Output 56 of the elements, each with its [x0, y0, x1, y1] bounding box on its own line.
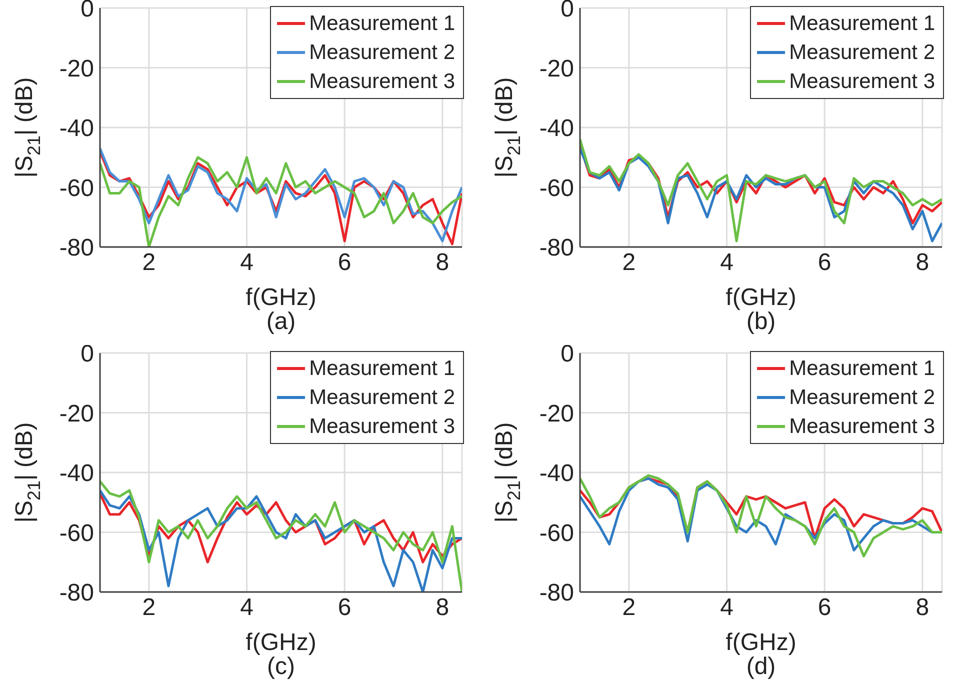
text: (a) — [266, 308, 296, 336]
y-tick-label: 0 — [80, 340, 94, 368]
legend-label: Measurement 2 — [309, 385, 455, 411]
x-tick-label: 4 — [720, 249, 734, 276]
legend-label: Measurement 3 — [789, 414, 935, 440]
y-tick-label: -80 — [59, 580, 94, 607]
x-axis-title: f(GHz) — [726, 284, 796, 311]
y-tick-label: 0 — [80, 0, 94, 23]
text: (d) — [746, 653, 776, 681]
legend-label: Measurement 2 — [789, 40, 935, 66]
y-tick-label: -20 — [539, 400, 574, 428]
legend-label: Measurement 1 — [309, 11, 455, 37]
y-tick-label: -80 — [539, 580, 574, 607]
x-tick-label: 8 — [436, 249, 450, 276]
legend-label: Measurement 1 — [789, 11, 935, 37]
y-tick-label: -20 — [59, 55, 94, 82]
y-tick-label: -80 — [539, 234, 574, 262]
x-axis-title: f(GHz) — [246, 284, 316, 311]
y-tick-label: -80 — [59, 234, 94, 262]
y-tick-label: -20 — [59, 400, 94, 428]
x-tick-label: 2 — [622, 594, 636, 622]
x-tick-label: 4 — [240, 249, 254, 276]
legend-label: Measurement 2 — [309, 40, 455, 66]
legend-label: Measurement 1 — [309, 356, 455, 382]
y-tick-label: 0 — [560, 340, 574, 368]
legend-label: Measurement 3 — [309, 414, 455, 440]
x-tick-label: 6 — [338, 594, 352, 622]
y-tick-label: -60 — [539, 174, 574, 202]
x-tick-label: 4 — [720, 594, 734, 622]
x-axis-title: f(GHz) — [246, 629, 316, 656]
x-tick-label: 2 — [142, 249, 156, 276]
legend-label: Measurement 3 — [789, 69, 935, 95]
y-tick-label: 0 — [560, 0, 574, 23]
y-tick-label: -60 — [59, 174, 94, 202]
y-tick-label: -40 — [539, 115, 574, 142]
legend-label: Measurement 2 — [789, 385, 935, 411]
x-tick-label: 8 — [436, 594, 450, 622]
x-tick-label: 2 — [622, 249, 636, 276]
text: (b) — [746, 308, 776, 336]
y-tick-label: -60 — [539, 520, 574, 547]
y-tick-label: -40 — [59, 460, 94, 488]
y-tick-label: -40 — [59, 115, 94, 142]
x-tick-label: 4 — [240, 594, 254, 622]
y-tick-label: -20 — [539, 55, 574, 82]
x-tick-label: 6 — [338, 249, 352, 276]
x-tick-label: 6 — [818, 594, 832, 622]
x-axis-title: f(GHz) — [726, 629, 796, 656]
x-tick-label: 2 — [142, 594, 156, 622]
y-tick-label: -40 — [539, 460, 574, 488]
x-tick-label: 8 — [916, 249, 930, 276]
y-tick-label: -60 — [59, 520, 94, 547]
x-tick-label: 6 — [818, 249, 832, 276]
text: (c) — [267, 653, 295, 681]
legend-label: Measurement 1 — [789, 356, 935, 382]
legend-label: Measurement 3 — [309, 69, 455, 95]
x-tick-label: 8 — [916, 594, 930, 622]
